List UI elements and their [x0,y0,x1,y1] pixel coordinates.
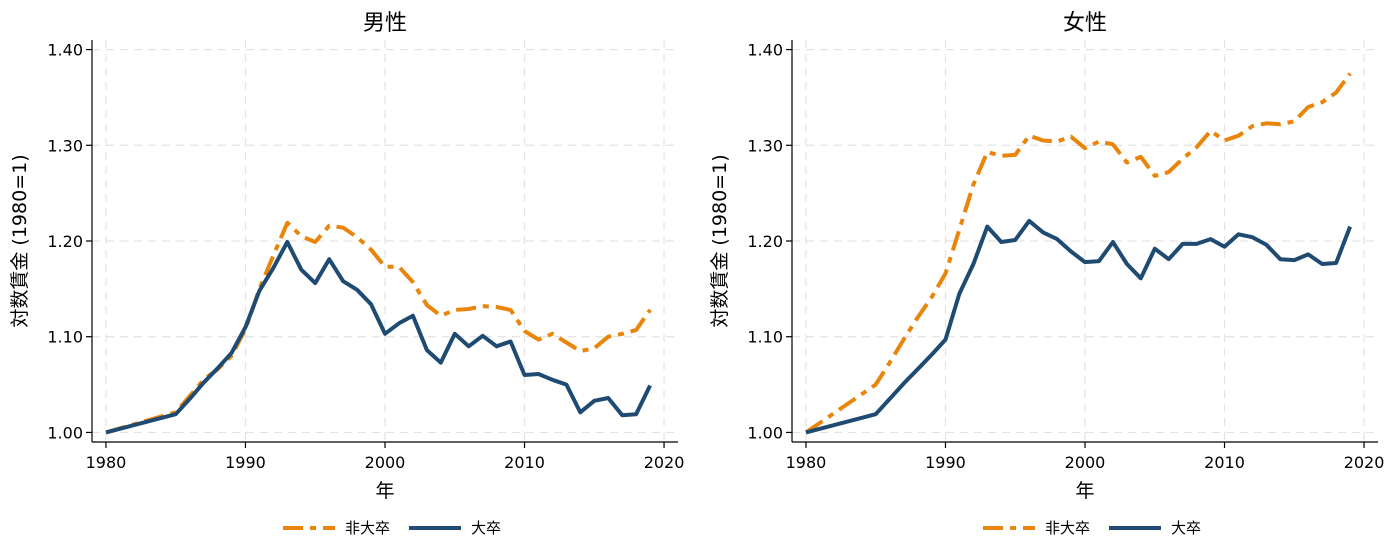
chart-panel-1: 1980 1990 2000 2010 2020 1.00 1.10 1.20 1.30 1.40… [9,11,684,537]
x-tick-label: 2020 [1344,453,1385,472]
x-tick-label: 2020 [644,453,685,472]
series-line-non-college [804,72,1352,435]
x-tick-label: 2000 [365,453,406,472]
y-tick-label: 1.10 [747,328,783,347]
y-axis-title: 対数賃金 (1980=1) [709,154,731,327]
y-tick-label: 1.00 [747,423,783,442]
y-tick-label: 1.40 [47,41,83,60]
y-tick-label: 1.30 [47,136,83,155]
legend-item: 大卒 [1109,519,1201,537]
y-tick-label: 1.20 [47,232,83,251]
y-tick-label: 1.00 [47,423,83,442]
legend-label: 大卒 [1171,519,1201,537]
series-line-college [105,240,652,435]
y-tick-label: 1.10 [47,328,83,347]
legend-item: 大卒 [409,519,501,537]
x-tick-label: 1980 [786,453,827,472]
legend-item: 非大卒 [283,519,390,537]
x-axis-title: 年 [375,480,394,502]
x-tick-label: 1990 [225,453,266,472]
x-tick-label: 1990 [925,453,966,472]
y-tick-label: 1.30 [747,136,783,155]
x-axis-title: 年 [1075,480,1094,502]
chart-title: 女性 [1063,11,1107,36]
x-tick-label: 1980 [86,453,127,472]
chart-panel-2: 1980 1990 2000 2010 2020 1.00 1.10 1.20 1.30 1.40… [709,11,1384,537]
x-tick-label: 2010 [504,453,545,472]
legend-item: 非大卒 [983,519,1090,537]
y-axis-title: 対数賃金 (1980=1) [9,154,31,327]
series-line-college [805,218,1352,435]
x-tick-label: 2010 [1204,453,1245,472]
x-tick-label: 2000 [1065,453,1106,472]
legend-label: 非大卒 [345,519,390,537]
y-tick-label: 1.20 [747,232,783,251]
y-tick-label: 1.40 [747,41,783,60]
chart-title: 男性 [363,11,407,36]
legend-label: 非大卒 [1045,519,1090,537]
legend-label: 大卒 [471,519,501,537]
